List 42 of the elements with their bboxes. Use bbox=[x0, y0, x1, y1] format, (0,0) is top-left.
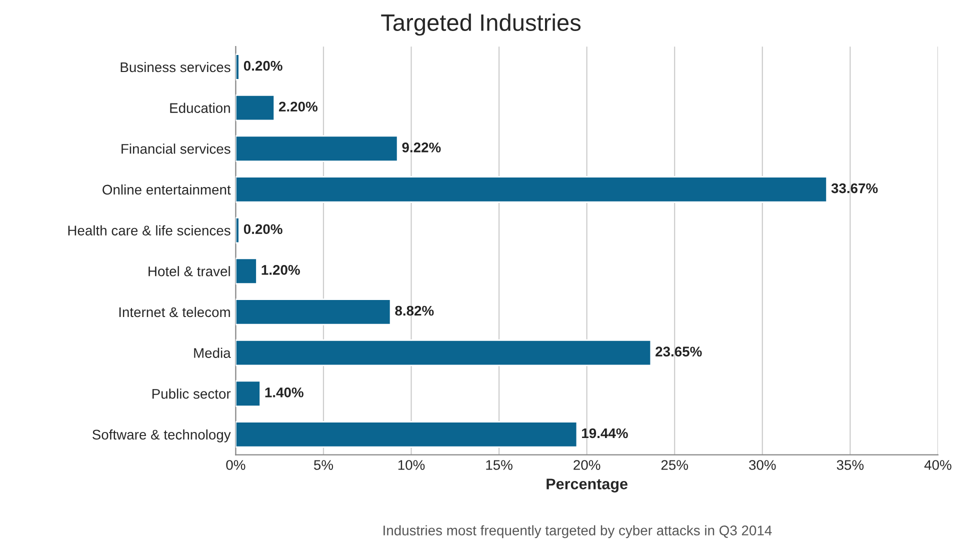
x-tick-label: 5% bbox=[314, 460, 334, 470]
x-tick-label: 20% bbox=[574, 460, 600, 470]
x-tick-label: 25% bbox=[661, 460, 688, 470]
data-label: 0.20% bbox=[244, 224, 282, 234]
y-tick-label: Hotel & travel bbox=[148, 266, 230, 276]
y-tick-label: Education bbox=[170, 102, 230, 113]
x-tick-label: 15% bbox=[486, 460, 512, 470]
data-label: 33.67% bbox=[831, 183, 878, 194]
data-label: 9.22% bbox=[402, 142, 441, 152]
data-label: 0.20% bbox=[244, 60, 282, 71]
data-label: 8.82% bbox=[395, 306, 434, 316]
bar bbox=[236, 216, 240, 244]
data-label: 19.44% bbox=[582, 428, 628, 438]
data-label: 1.20% bbox=[262, 265, 300, 275]
bar bbox=[236, 380, 261, 407]
bar bbox=[236, 298, 392, 326]
bar bbox=[236, 421, 578, 448]
data-label: 2.20% bbox=[278, 102, 318, 112]
bar bbox=[236, 258, 258, 284]
y-tick-label: Internet & telecom bbox=[119, 306, 230, 318]
chart-title: Targeted Industries bbox=[381, 14, 581, 36]
y-tick-label: Financial services bbox=[122, 144, 230, 154]
x-axis-title: Percentage bbox=[546, 478, 628, 492]
y-tick-label: Health care & life sciences bbox=[68, 225, 230, 236]
bar bbox=[236, 54, 240, 80]
bar bbox=[236, 339, 652, 366]
x-tick-label: 10% bbox=[398, 460, 425, 470]
data-label: 1.40% bbox=[265, 387, 304, 398]
bar bbox=[236, 94, 276, 122]
y-tick-label: Public sector bbox=[152, 388, 231, 399]
x-tick-label: 40% bbox=[924, 460, 952, 470]
x-tick-label: 0% bbox=[226, 460, 246, 470]
x-tick-label: 30% bbox=[749, 460, 776, 470]
bar bbox=[236, 176, 828, 203]
text: Industries most frequently targeted by cyber attacks in Q3 2014 bbox=[384, 525, 772, 538]
x-tick-label: 35% bbox=[836, 460, 864, 470]
y-tick-label: Media bbox=[194, 348, 231, 358]
bar bbox=[236, 135, 398, 162]
y-tick-label: Business services bbox=[120, 62, 230, 72]
y-tick-label: Software & technology bbox=[92, 429, 231, 442]
y-tick-label: Online entertainment bbox=[102, 184, 231, 195]
data-label: 23.65% bbox=[656, 346, 702, 357]
